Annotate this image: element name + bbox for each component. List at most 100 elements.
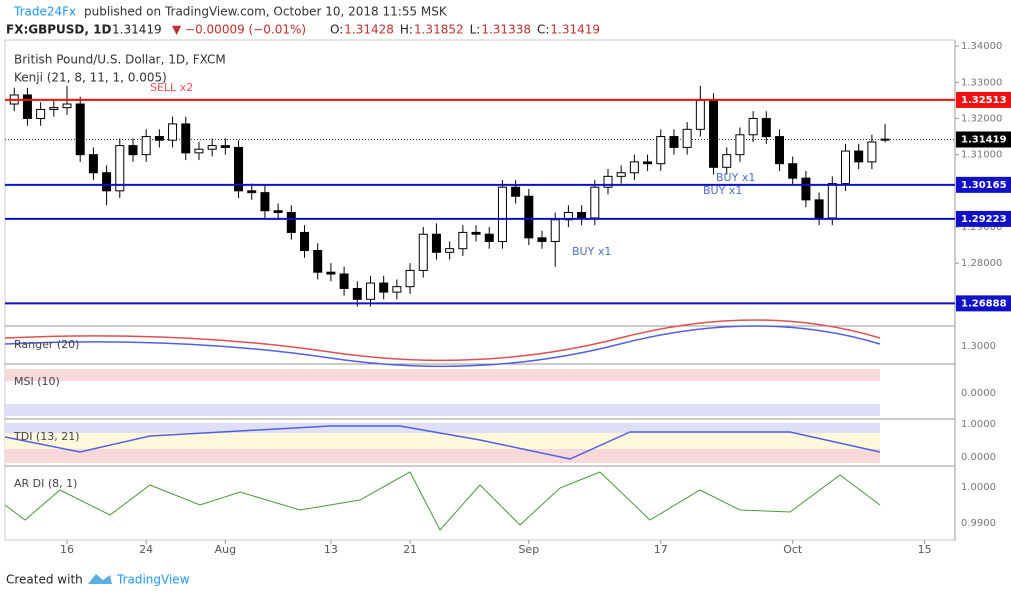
level-label: 1.30165 [961,180,1007,191]
y-tick-label: 1.32000 [961,113,1002,124]
annotation: SELL x2 [150,81,193,94]
published: published on TradingView.com, October 10… [84,5,448,19]
candle-body [154,136,164,141]
footer-brand[interactable]: TradingView [116,573,190,587]
tdi-line [4,425,881,460]
candle-body [141,136,151,156]
tdi-band [5,433,880,449]
candle-body [458,231,468,250]
panel-tick-label: 0.0000 [961,452,996,463]
candle-body [682,128,692,148]
candle-body [445,248,455,253]
candle-body [524,195,534,239]
x-tick-label: Oct [783,543,803,556]
candle-body [867,141,877,163]
candle-body [616,172,626,177]
candle-body [511,186,521,197]
ohlc-value: 1.31419 [550,23,600,37]
last-price: 1.31419 [112,23,162,37]
candle-body [88,154,98,174]
candle-body [431,233,441,253]
candle-body [300,231,310,251]
candle-body [392,286,402,293]
candle-body [603,175,613,188]
y-tick-label: 1.28000 [961,258,1002,269]
plot-frame [4,39,956,541]
level-label-box [956,176,1011,193]
x-tick-label: Sep [518,543,539,556]
ardi-line [4,471,881,531]
y-tick-label: 1.33000 [961,77,1002,88]
candle-body [405,269,415,288]
tradingview-logo [88,574,112,584]
panel-tick-label: 0.0000 [961,388,996,399]
candle-body [418,233,428,271]
ohlc-key: O: [330,23,343,37]
candle-body [365,282,375,300]
y-tick-label: 1.29000 [961,222,1002,233]
x-tick-label: 15 [918,543,932,556]
candle-body [761,117,771,138]
candle-body [801,177,811,201]
panel-label: Ranger (20) [14,338,79,351]
candle-body [379,282,389,293]
panel-tick-label: 1.3000 [961,341,996,352]
candle-body [880,138,890,141]
candle-body [194,148,204,154]
candle-body [168,123,178,141]
candle-body [313,249,323,273]
panel-label: AR DI (8, 1) [14,477,77,490]
candle-body [115,145,125,192]
candle-body [735,134,745,156]
candle-body [537,237,547,242]
footer-text: Created with [6,573,83,587]
msi-band [5,369,880,381]
candle-body [128,145,138,156]
candle-body [814,199,824,219]
annotation: BUY x1 [703,184,742,197]
candle-body [775,136,785,165]
candle-body [273,210,283,214]
publisher[interactable]: Trade24Fx [13,5,76,19]
candle-body [326,271,336,275]
x-tick-label: 24 [139,543,153,556]
ohlc-value: 1.31338 [481,23,531,37]
candle-body [339,273,349,289]
candle-body [669,136,679,148]
candle-body [181,123,191,154]
panel-tick-label: 1.0000 [961,482,996,493]
candle-body [62,103,72,109]
candle-body [497,186,507,242]
last-price-label: 1.31419 [961,134,1007,145]
candle-body [590,186,600,219]
ohlc-key: H: [400,23,413,37]
candle-body [471,231,481,235]
candle-body [577,212,587,219]
candle-body [854,150,864,163]
panel-label: MSI (10) [14,375,60,388]
candle-body [286,212,296,233]
candle-body [352,287,362,300]
symbol: FX:GBPUSD, 1D [6,23,111,37]
candle-body [629,161,639,174]
candle-body [748,117,758,136]
change: ▼ −0.00009 (−0.01%) [172,23,306,37]
y-tick-label: 1.34000 [961,41,1002,52]
panel-tick-label: 1.0000 [961,419,996,430]
ohlc-value: 1.31428 [344,23,394,37]
ranger-line [4,319,881,362]
candle-body [722,154,732,168]
candle-body [220,145,230,148]
candle-body [260,192,270,212]
ranger-line [4,325,881,368]
chart-title: British Pound/U.S. Dollar, 1D, FXCM [14,53,226,67]
candle-body [695,99,705,130]
candle-body [643,161,653,165]
level-label: 1.26888 [961,298,1007,309]
candle-body [840,150,850,185]
candle-body [234,146,244,192]
candle-body [22,94,32,119]
panel-label: TDI (13, 21) [13,430,80,443]
level-label-box [956,295,1011,312]
